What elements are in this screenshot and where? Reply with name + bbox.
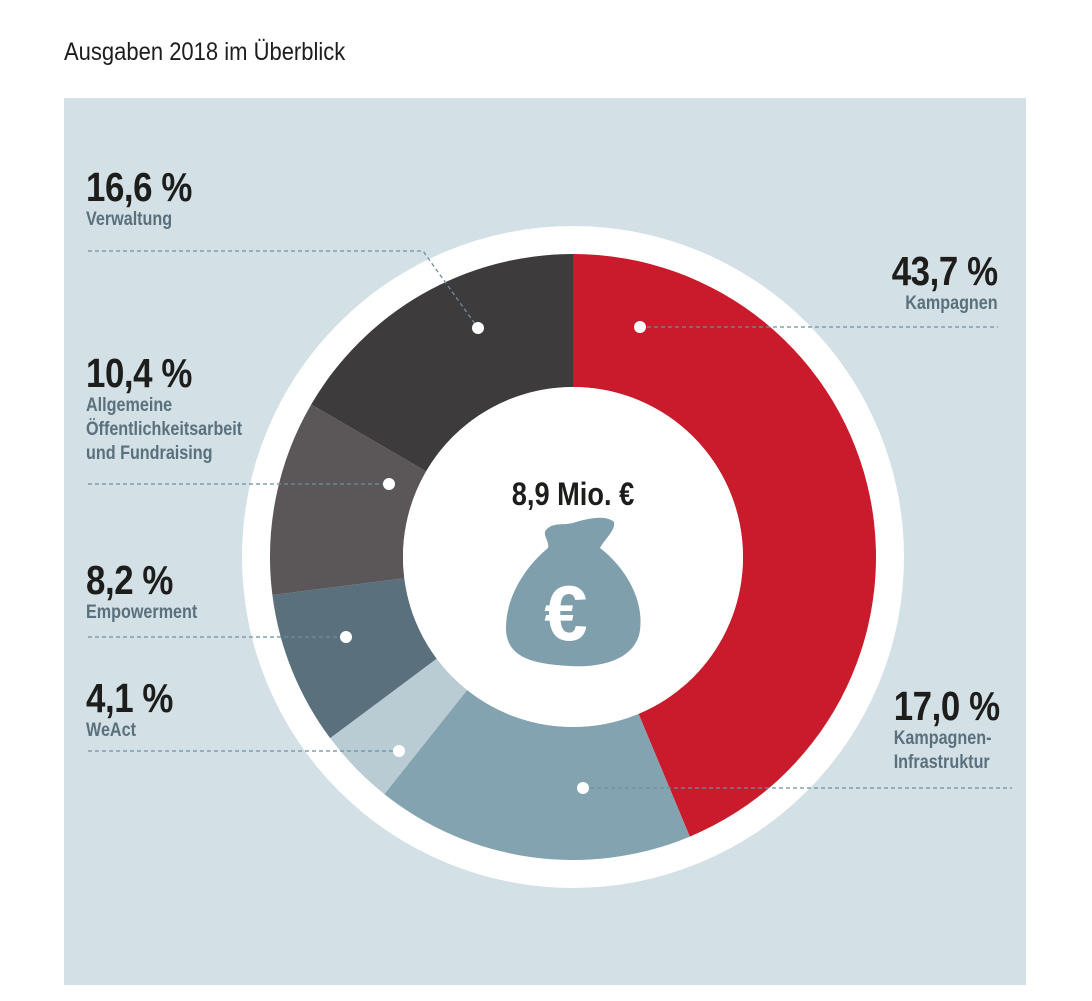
label-kampagnen-infrastruktur: 17,0 % Kampagnen- Infrastruktur: [894, 685, 1000, 775]
slice-name: WeAct: [86, 720, 136, 741]
slice-name: und Fundraising: [86, 443, 213, 464]
leader-dot-4: [634, 321, 646, 333]
donut-slice-5: [311, 254, 573, 472]
donut-slice-3: [272, 578, 437, 739]
donut-slice-1: [384, 690, 690, 860]
slice-name: Infrastruktur: [894, 752, 991, 773]
label-empowerment: 8,2 % Empowerment: [86, 559, 197, 625]
slice-name: Kampagnen: [905, 293, 998, 314]
money-bag-euro-icon: €: [506, 517, 641, 667]
leader-dot-5: [577, 782, 589, 794]
euro-glyph: €: [544, 569, 587, 657]
slice-name: Kampagnen-: [894, 728, 992, 749]
donut-slice-2: [330, 658, 468, 795]
slice-pct: 17,0 %: [894, 683, 1000, 729]
label-verwaltung: 16,6 % Verwaltung: [86, 166, 192, 232]
slice-name: Verwaltung: [86, 209, 173, 230]
donut-slice-0: [573, 254, 876, 837]
leader-dot-3: [393, 745, 405, 757]
slice-name: Allgemeine: [86, 395, 173, 416]
leader-dot-1: [383, 478, 395, 490]
slice-pct: 8,2 %: [86, 557, 173, 603]
donut-slice-4: [270, 404, 427, 595]
label-weact: 4,1 % WeAct: [86, 677, 173, 743]
label-oeffentlichkeitsarbeit: 10,4 % Allgemeine Öffentlichkeitsarbeit …: [86, 352, 242, 466]
money-bag-shape: [506, 517, 641, 667]
slice-pct: 10,4 %: [86, 350, 192, 396]
slice-pct: 43,7 %: [892, 248, 998, 294]
leader-dot-0: [472, 322, 484, 334]
total-label: 8,9 Mio. €: [511, 476, 635, 512]
slice-name: Empowerment: [86, 602, 198, 623]
slice-pct: 16,6 %: [86, 164, 192, 210]
label-kampagnen: 43,7 % Kampagnen: [892, 250, 998, 316]
chart-title: Ausgaben 2018 im Überblick: [64, 38, 346, 66]
leader-dot-2: [340, 631, 352, 643]
slice-name: Öffentlichkeitsarbeit: [86, 419, 243, 440]
slice-pct: 4,1 %: [86, 675, 173, 721]
